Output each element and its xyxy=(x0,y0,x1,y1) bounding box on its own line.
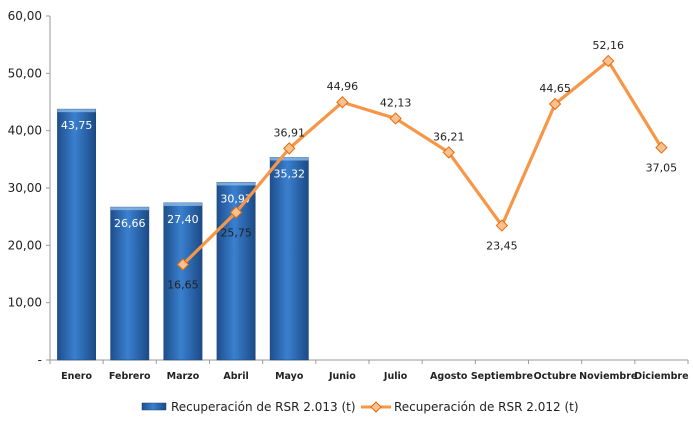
line-data-label: 44,96 xyxy=(327,80,359,93)
bar-data-label: 27,40 xyxy=(167,213,199,226)
y-axis-ticks: - 10,00 20,00 30,00 40,00 50,00 60,00 xyxy=(8,9,50,367)
bar-top-highlight xyxy=(216,182,256,186)
x-tick-label: Febrero xyxy=(109,371,151,382)
bar xyxy=(57,108,97,361)
x-tick-label: Abril xyxy=(223,371,248,382)
line-point xyxy=(442,146,455,159)
legend-label-2013: Recuperación de RSR 2.013 (t) xyxy=(171,400,356,414)
x-tick-label: Agosto xyxy=(430,371,468,382)
line-data-label: 16,65 xyxy=(167,279,199,292)
x-tick-label: Junio xyxy=(328,371,356,382)
line-data-label: 52,16 xyxy=(593,39,625,52)
y-tick-label: 50,00 xyxy=(8,66,42,80)
x-tick-label: Septiembre xyxy=(471,371,533,382)
y-tick-label: 40,00 xyxy=(8,124,42,138)
line-series: 16,65 25,75 36,91 44,96 42,13 36,21 23,45 44,65… xyxy=(167,39,677,292)
line-point xyxy=(336,96,349,109)
legend-label-2012: Recuperación de RSR 2.012 (t) xyxy=(394,400,579,414)
line-point xyxy=(495,219,509,232)
bar xyxy=(110,206,150,361)
y-tick-label: 10,00 xyxy=(8,296,42,310)
y-tick-label: 60,00 xyxy=(8,9,42,23)
x-tick-label: Julio xyxy=(383,371,408,382)
line-point xyxy=(389,112,402,125)
line-point xyxy=(602,54,615,68)
line-data-label: 42,13 xyxy=(380,96,412,109)
line-data-label: 44,65 xyxy=(539,82,571,95)
line-point xyxy=(548,97,562,111)
bar xyxy=(163,202,203,361)
x-tick-label: Noviembre xyxy=(579,371,637,382)
line-point xyxy=(655,141,668,154)
bar-top-highlight xyxy=(57,109,96,113)
line-point xyxy=(176,258,190,271)
x-tick-label: Marzo xyxy=(167,371,200,382)
bar-data-label: 43,75 xyxy=(61,119,93,132)
bar-top-highlight xyxy=(270,157,309,161)
x-tick-label: Octubre xyxy=(534,371,577,382)
bar-top-highlight xyxy=(110,207,149,211)
line-point xyxy=(229,206,243,219)
x-axis-ticks: Enero Febrero Marzo Abril Mayo Junio Julio Agos… xyxy=(49,360,689,382)
line-data-label: 36,91 xyxy=(274,126,306,139)
y-tick-label: - xyxy=(38,353,42,367)
x-tick-label: Mayo xyxy=(275,371,304,382)
line-data-label: 25,75 xyxy=(220,226,252,239)
y-tick-label: 30,00 xyxy=(8,181,42,195)
x-tick-label: Enero xyxy=(61,371,92,382)
series-line xyxy=(181,59,663,266)
legend-swatch-marker xyxy=(370,401,382,413)
bar-data-label: 26,66 xyxy=(114,217,146,230)
x-tick-label: Diciembre xyxy=(634,371,688,382)
legend: Recuperación de RSR 2.013 (t) Recuperació… xyxy=(141,400,579,414)
line-data-label: 37,05 xyxy=(646,162,678,175)
legend-swatch-bar xyxy=(141,402,167,411)
bar-top-highlight xyxy=(163,202,203,206)
line-data-label: 36,21 xyxy=(433,130,465,143)
line-data-label: 23,45 xyxy=(486,240,518,253)
bar-data-label: 35,32 xyxy=(274,167,306,180)
bar xyxy=(269,157,309,361)
line-point xyxy=(283,142,296,155)
y-tick-label: 20,00 xyxy=(8,238,42,252)
